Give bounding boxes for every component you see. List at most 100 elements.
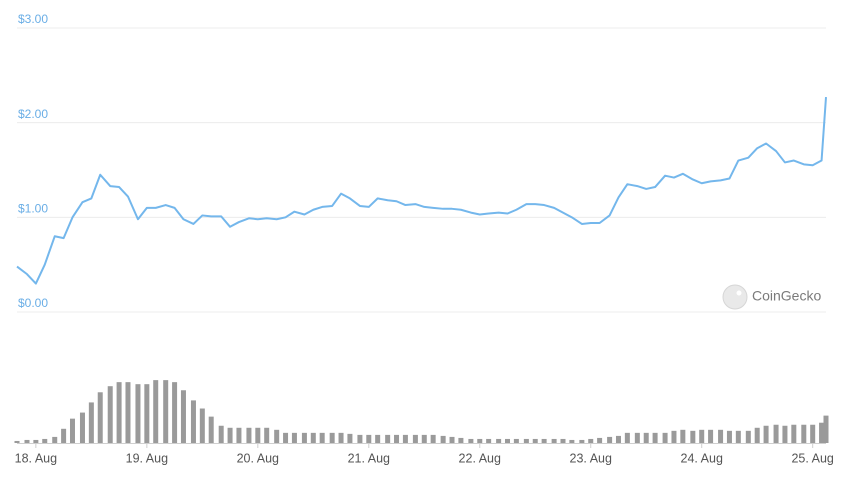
volume-bar [227,427,233,443]
volume-bar [560,438,566,443]
x-tick-label: 20. Aug [237,451,279,465]
volume-bar [357,434,363,443]
volume-bar [624,432,630,443]
volume-bar [421,434,427,443]
volume-bar [180,390,186,443]
volume-bar [135,384,141,443]
volume-bar [375,434,381,443]
volume-bar [172,382,178,443]
volume-bar [458,437,464,443]
volume-bar [430,434,436,443]
volume-bar [97,392,103,443]
volume-bar [61,428,67,443]
volume-bar [597,437,603,443]
volume-bar [42,438,48,443]
volume-bar [255,427,261,443]
volume-bar [541,438,547,443]
volume-bar [116,382,122,443]
volume-bar [468,438,474,443]
volume-bar [523,438,529,443]
x-tick-label: 19. Aug [126,451,168,465]
volume-bar [671,430,677,443]
volume-bar [615,435,621,443]
volume-bar [486,438,492,443]
price-line [16,97,827,285]
volume-bar [236,427,242,443]
volume-bar [449,436,455,443]
volume-bar [819,422,825,443]
volume-bar [532,438,538,443]
y-tick-label: $3.00 [18,12,48,26]
volume-bar [773,424,779,443]
volume-bar [680,429,686,443]
y-tick-label: $1.00 [18,202,48,216]
volume-bar [14,440,20,443]
plot: $0.00 $1.00 $2.00 $3.00 18. Aug 19. Aug 20. Au… [14,12,834,465]
volume-bar [718,429,724,443]
volume-bar [634,432,640,443]
x-tick-label: 18. Aug [15,451,57,465]
watermark-logo [722,284,748,310]
volume-bar [588,438,594,443]
volume-bar [385,434,391,443]
volume-bar [643,432,649,443]
volume-bar [33,439,39,443]
volume-bar [144,384,150,443]
volume-bar [745,430,751,443]
volume-bar [726,430,732,443]
volume-bar [366,434,372,443]
volume-bar [823,415,829,443]
volume-bar [190,400,196,443]
volume-bar [338,432,344,443]
volume-bar [347,433,353,443]
volume-bar [69,418,75,443]
x-tick-label: 24. Aug [681,451,723,465]
volume-bar [246,427,252,443]
volume-bar [125,382,131,443]
volume-bar [440,435,446,443]
volume-bar [551,438,557,443]
volume-bar [310,432,316,443]
x-tick-label: 23. Aug [570,451,612,465]
volume-bar [274,429,280,443]
volume-bar [79,412,85,443]
volume-bar [690,430,696,443]
volume-bar [477,438,483,443]
volume-bar [402,434,408,443]
volume-bar [218,425,224,443]
volume-bar [163,380,169,443]
volume-bar [708,429,714,443]
volume-bar [652,432,658,443]
watermark: CoinGecko [752,288,821,304]
x-tick-label: 22. Aug [459,451,501,465]
volume-bar [52,436,58,443]
volume-bar [801,424,807,443]
volume-bar [153,380,159,443]
volume-bar [394,434,400,443]
volume-bar [291,432,297,443]
volume-bar [791,424,797,443]
volume-bar [496,438,502,443]
volume-bar [88,402,94,443]
y-tick-label: $0.00 [18,296,48,310]
volume-bar [513,438,519,443]
logo-circle [722,284,748,310]
volume-bar [329,432,335,443]
volume-bar [662,432,668,443]
volume-bar [208,416,214,443]
y-tick-label: $2.00 [18,107,48,121]
volume-bar [735,430,741,443]
volume-bar [607,436,613,443]
volume-bar [782,425,788,443]
volume-bar [24,439,30,443]
volume-bar [505,438,511,443]
volume-bar [763,425,769,443]
volume-bar [301,432,307,443]
volume-bar [412,434,418,443]
x-tick-label: 25. Aug [791,451,833,465]
logo-eye [736,290,742,296]
volume-bar [810,424,816,443]
volume-bar [754,427,760,443]
volume-bar [569,439,575,443]
